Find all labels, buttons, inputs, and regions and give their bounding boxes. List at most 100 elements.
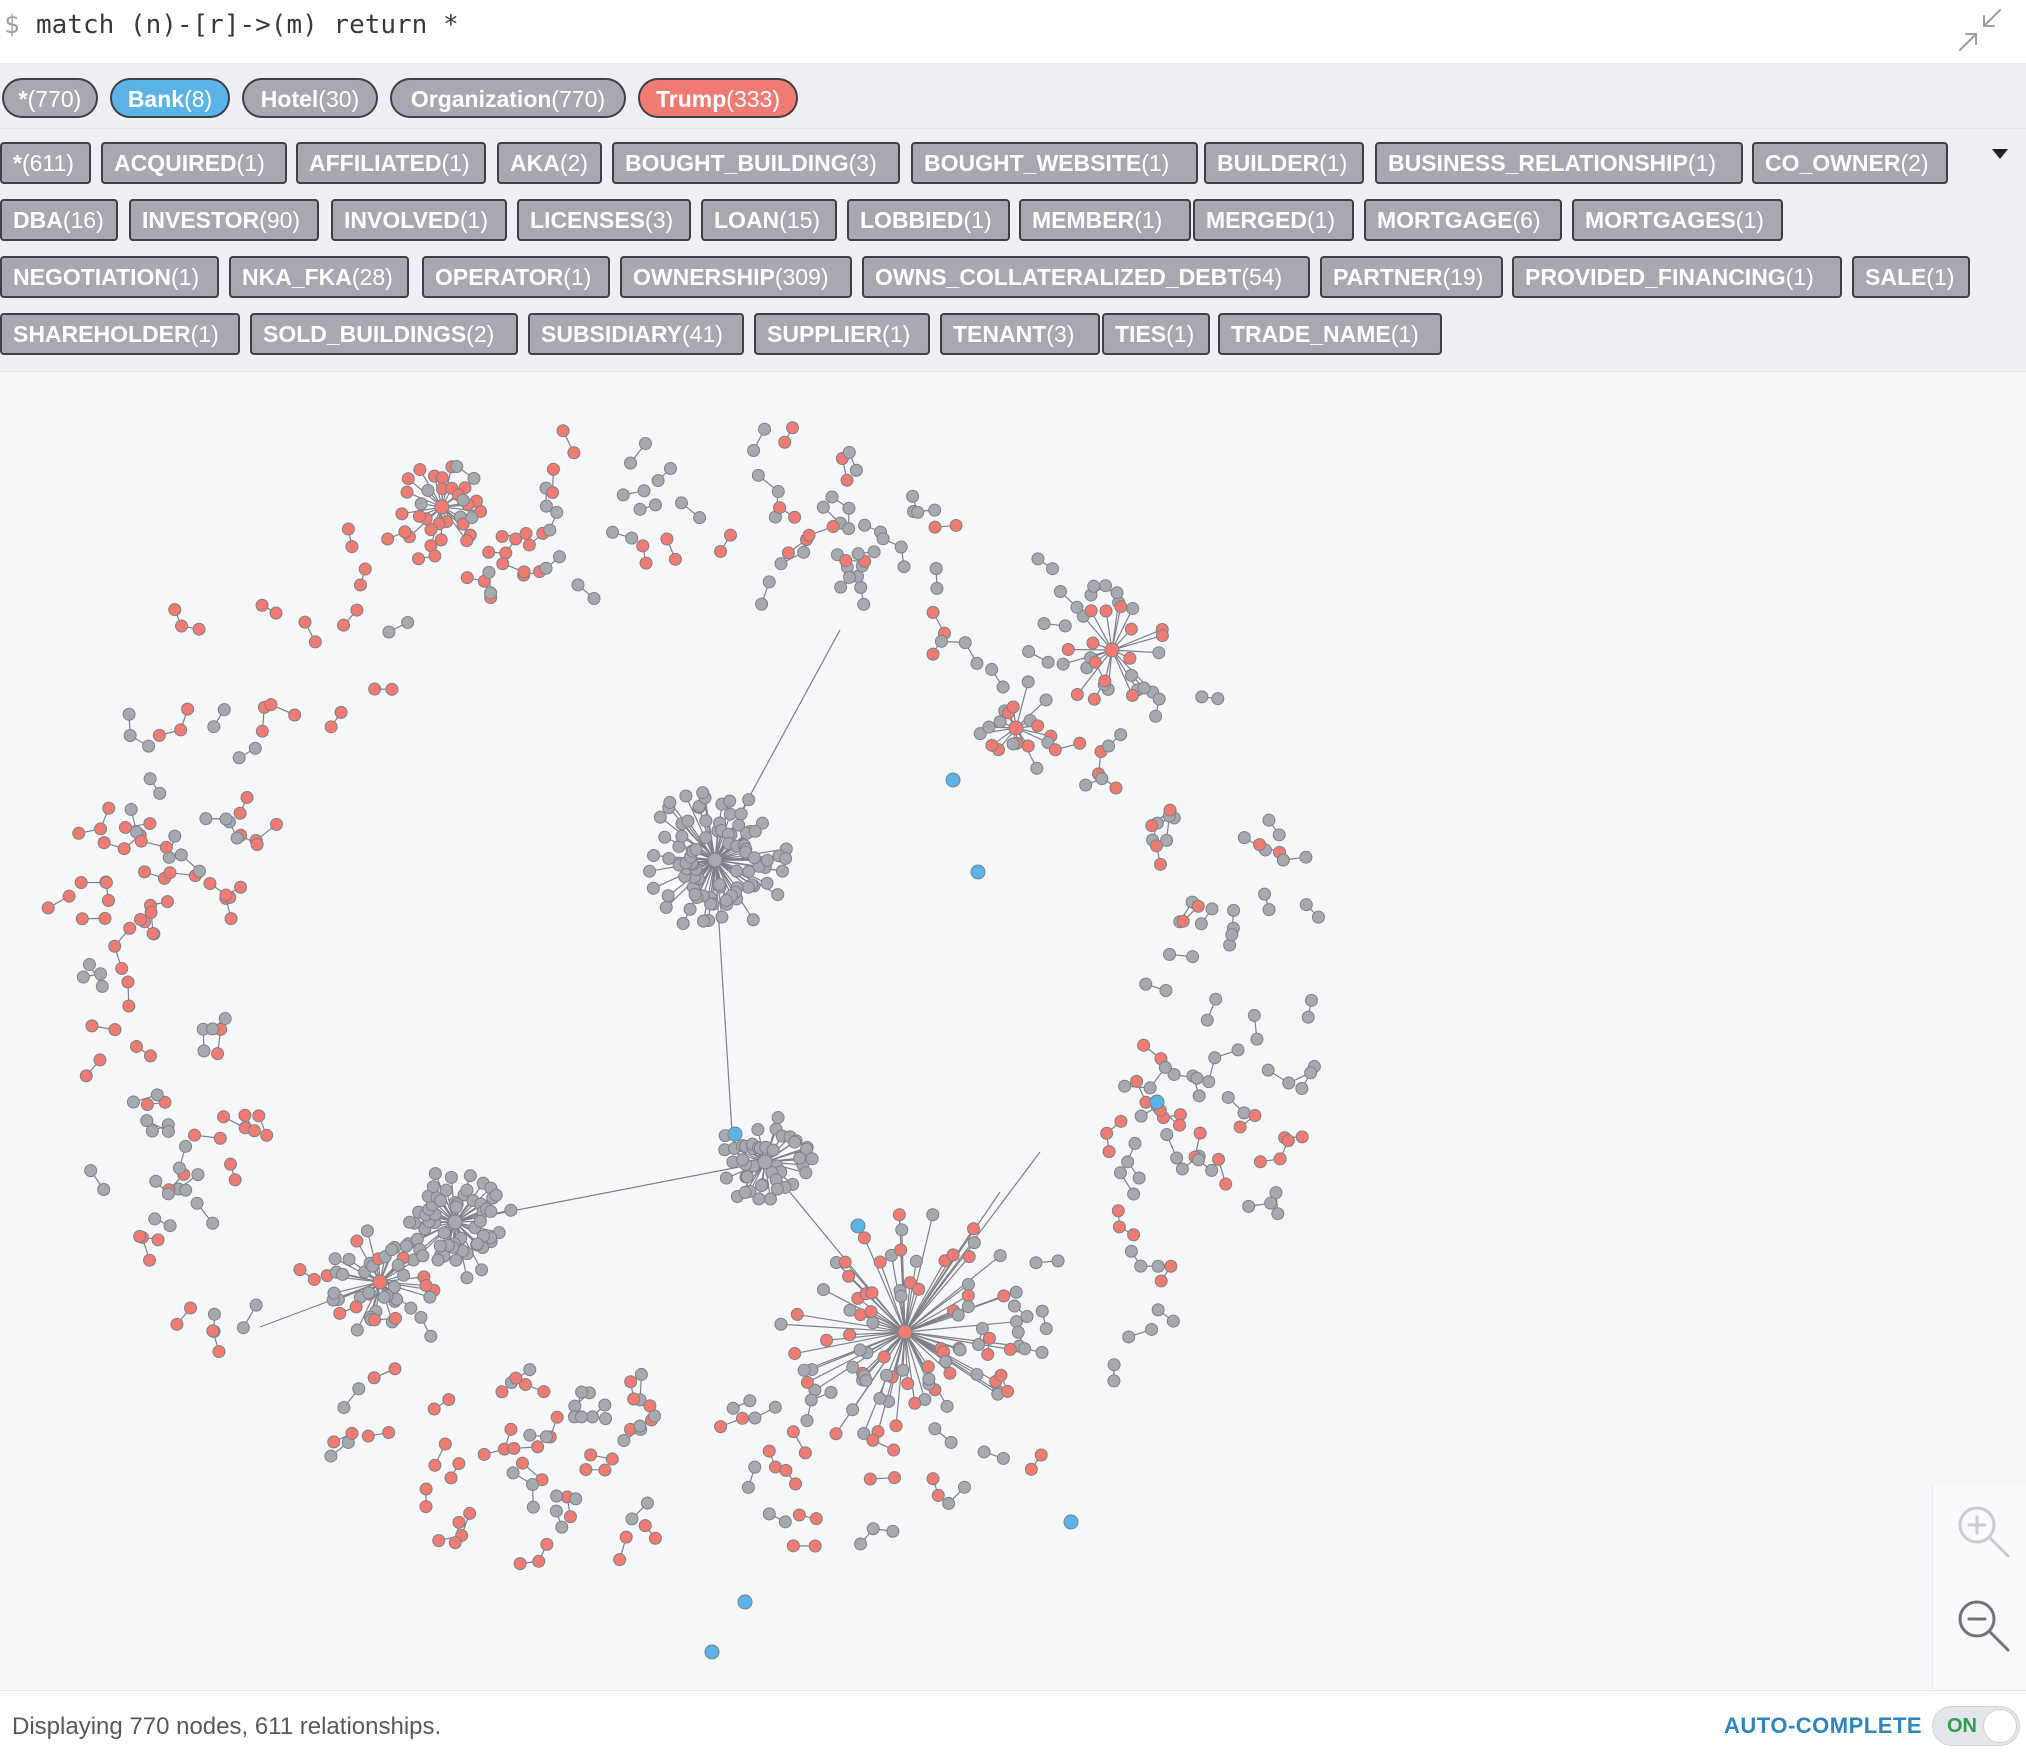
graph-node: [847, 1361, 859, 1373]
rel-tag-affiliated[interactable]: AFFILIATED(1): [296, 142, 486, 184]
rel-tag-loan[interactable]: LOAN(15): [701, 199, 837, 241]
graph-node: [1124, 652, 1136, 664]
graph-node: [461, 1272, 473, 1284]
graph-node: [661, 533, 673, 545]
graph-node: [1283, 1077, 1295, 1089]
label-pill-trump[interactable]: Trump(333): [638, 78, 798, 118]
graph-node: [180, 1184, 192, 1196]
graph-node: [983, 721, 995, 733]
graph-node: [1251, 1033, 1263, 1045]
rel-tag-licenses[interactable]: LICENSES(3): [517, 199, 691, 241]
rel-tag-co-owner[interactable]: CO_OWNER(2): [1752, 142, 1948, 184]
rel-tag-shareholder[interactable]: SHAREHOLDER(1): [0, 313, 240, 355]
graph-node: [855, 1538, 867, 1550]
graph-node: [888, 1444, 900, 1456]
graph-node: [890, 1420, 902, 1432]
graph-node: [439, 1438, 451, 1450]
graph-node: [772, 1112, 784, 1124]
graph-node: [800, 1167, 812, 1179]
graph-node: [1153, 647, 1165, 659]
rel-tag-mortgages[interactable]: MORTGAGES(1): [1572, 199, 1783, 241]
graph-node: [144, 1254, 156, 1266]
graph-node: [309, 636, 321, 648]
rel-tag-builder[interactable]: BUILDER(1): [1204, 142, 1364, 184]
rel-tag-sale[interactable]: SALE(1): [1852, 256, 1970, 298]
graph-node: [1019, 1343, 1031, 1355]
rel-tag-partner[interactable]: PARTNER(19): [1320, 256, 1503, 298]
graph-node: [200, 813, 212, 825]
graph-node: [1122, 1156, 1134, 1168]
graph-node: [402, 473, 414, 485]
graph-node: [1113, 1221, 1125, 1233]
rel-tag-trade-name[interactable]: TRADE_NAME(1): [1218, 313, 1442, 355]
graph-node: [843, 571, 855, 583]
graph-node: [902, 1378, 914, 1390]
graph-node: [850, 464, 862, 476]
autocomplete-toggle[interactable]: ON: [1932, 1706, 2020, 1746]
graph-node: [877, 533, 889, 545]
rel-tag-ties[interactable]: TIES(1): [1102, 313, 1210, 355]
query-bar[interactable]: $ match (n)-[r]->(m) return *: [0, 0, 2026, 64]
rel-tag-tenant[interactable]: TENANT(3): [940, 313, 1100, 355]
rel-tag-bought-building[interactable]: BOUGHT_BUILDING(3): [612, 142, 900, 184]
graph-node: [80, 1070, 92, 1082]
rel-tag-acquired[interactable]: ACQUIRED(1): [101, 142, 287, 184]
rel-tag-member[interactable]: MEMBER(1): [1019, 199, 1191, 241]
query-editor[interactable]: match (n)-[r]->(m) return *: [36, 10, 459, 40]
toggle-knob[interactable]: [1983, 1709, 2017, 1743]
graph-node: [1101, 1127, 1113, 1139]
rel-tag-nka-fka[interactable]: NKA_FKA(28): [229, 256, 409, 298]
graph-node: [946, 773, 960, 787]
rel-tag-ownership[interactable]: OWNERSHIP(309): [620, 256, 852, 298]
graph-node: [637, 540, 649, 552]
graph-node: [237, 1322, 249, 1334]
rel-tag-sold-buildings[interactable]: SOLD_BUILDINGS(2): [250, 313, 518, 355]
rel-tag-operator[interactable]: OPERATOR(1): [422, 256, 610, 298]
graph-node: [889, 1472, 901, 1484]
graph-node: [716, 911, 728, 923]
graph-node: [854, 1344, 866, 1356]
graph-node: [415, 498, 427, 510]
graph-node: [676, 830, 688, 842]
collapse-icon[interactable]: [1956, 6, 2004, 54]
rel-tag-owns-collateralized-debt[interactable]: OWNS_COLLATERALIZED_DEBT(54): [862, 256, 1310, 298]
graph-node: [1300, 899, 1312, 911]
rel-tag-business-relationship[interactable]: BUSINESS_RELATIONSHIP(1): [1375, 142, 1743, 184]
graph-node: [507, 1467, 519, 1479]
graph-node: [219, 1013, 231, 1025]
dropdown-caret-icon[interactable]: [1992, 149, 2008, 159]
graph-node: [538, 1386, 550, 1398]
rel-tag-aka[interactable]: AKA(2): [497, 142, 602, 184]
label-pill-bank[interactable]: Bank(8): [110, 78, 230, 118]
rel-tag-lobbied[interactable]: LOBBIED(1): [847, 199, 1010, 241]
graph-node: [782, 547, 794, 559]
rel-tag-all[interactable]: *(611): [0, 142, 91, 184]
rel-tag-supplier[interactable]: SUPPLIER(1): [754, 313, 930, 355]
rel-tag-negotiation[interactable]: NEGOTIATION(1): [0, 256, 219, 298]
rel-tag-dba[interactable]: DBA(16): [0, 199, 118, 241]
rel-tag-bought-website[interactable]: BOUGHT_WEBSITE(1): [911, 142, 1198, 184]
zoom-in-icon[interactable]: [1953, 1501, 2013, 1561]
label-pill-organization[interactable]: Organization(770): [390, 78, 626, 118]
graph-node: [930, 563, 942, 575]
graph-canvas[interactable]: [0, 372, 2026, 1690]
rel-tag-subsidiary[interactable]: SUBSIDIARY(41): [528, 313, 744, 355]
rel-tag-merged[interactable]: MERGED(1): [1193, 199, 1354, 241]
graph-node: [450, 1254, 462, 1266]
rel-tag-involved[interactable]: INVOLVED(1): [331, 199, 507, 241]
graph-node: [809, 1540, 821, 1552]
graph-node: [895, 1244, 907, 1256]
graph-node: [453, 1458, 465, 1470]
zoom-out-icon[interactable]: [1953, 1595, 2013, 1655]
label-pill-hotel[interactable]: Hotel(30): [242, 78, 378, 118]
graph-node: [192, 1169, 204, 1181]
rel-tag-investor[interactable]: INVESTOR(90): [129, 199, 319, 241]
graph-node: [1064, 1515, 1078, 1529]
rel-tag-mortgage[interactable]: MORTGAGE(6): [1364, 199, 1562, 241]
graph-visualization[interactable]: [0, 372, 1930, 1690]
rel-tag-provided-financing[interactable]: PROVIDED_FINANCING(1): [1512, 256, 1842, 298]
graph-node: [1103, 740, 1115, 752]
label-pill-all[interactable]: *(770): [2, 78, 98, 118]
graph-node: [405, 1302, 417, 1314]
graph-node: [474, 1215, 486, 1227]
